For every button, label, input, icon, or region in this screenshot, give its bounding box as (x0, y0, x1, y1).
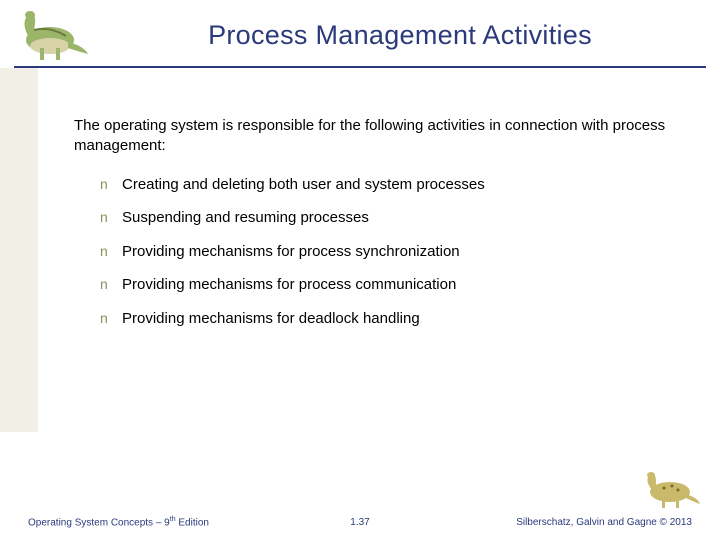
bullet-list: n Creating and deleting both user and sy… (100, 175, 680, 329)
bullet-text: Providing mechanisms for deadlock handli… (122, 309, 420, 329)
intro-text: The operating system is responsible for … (74, 116, 680, 157)
bullet-marker-icon: n (100, 175, 122, 193)
list-item: n Suspending and resuming processes (100, 208, 680, 228)
footer-page-number: 1.37 (350, 517, 369, 528)
list-item: n Providing mechanisms for process commu… (100, 275, 680, 295)
bullet-text: Providing mechanisms for process communi… (122, 275, 456, 295)
bullet-marker-icon: n (100, 309, 122, 327)
header: Process Management Activities (0, 0, 720, 68)
title-underline (14, 66, 706, 68)
footer-left-prefix: Operating System Concepts – 9 (28, 517, 170, 528)
footer-copyright: Silberschatz, Galvin and Gagne © 2013 (516, 517, 692, 528)
bullet-marker-icon: n (100, 242, 122, 260)
content-area: The operating system is responsible for … (74, 116, 680, 342)
slide-title: Process Management Activities (0, 0, 720, 51)
list-item: n Providing mechanisms for deadlock hand… (100, 309, 680, 329)
list-item: n Creating and deleting both user and sy… (100, 175, 680, 195)
footer-left: Operating System Concepts – 9th Edition (28, 516, 209, 528)
bullet-text: Providing mechanisms for process synchro… (122, 242, 460, 262)
left-stripe (0, 68, 38, 432)
footer: Operating System Concepts – 9th Edition … (0, 500, 720, 540)
bullet-text: Creating and deleting both user and syst… (122, 175, 485, 195)
slide: Process Management Activities The operat… (0, 0, 720, 540)
bullet-marker-icon: n (100, 275, 122, 293)
bullet-text: Suspending and resuming processes (122, 208, 369, 228)
list-item: n Providing mechanisms for process synch… (100, 242, 680, 262)
footer-left-suffix: Edition (176, 517, 209, 528)
bullet-marker-icon: n (100, 208, 122, 226)
dinosaur-top-icon (10, 6, 90, 62)
